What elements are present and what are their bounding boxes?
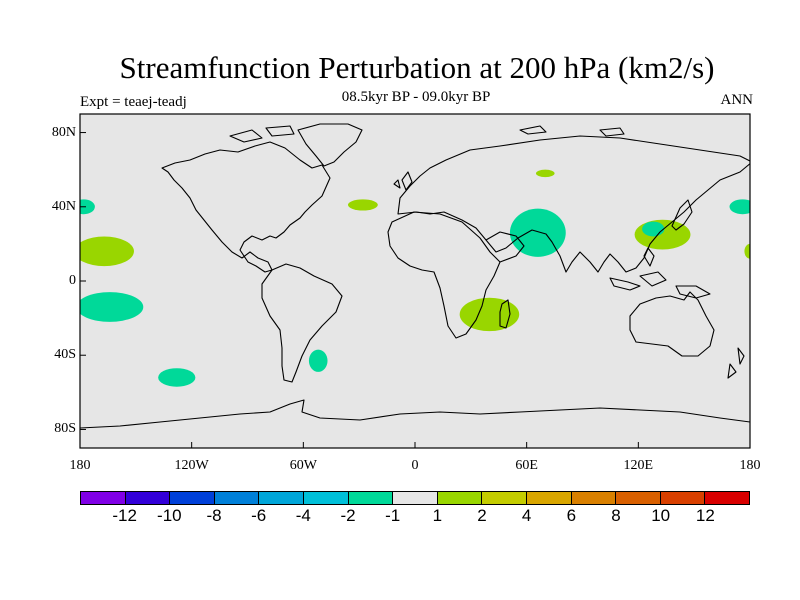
colorbar-label: 8: [611, 506, 621, 525]
colorbar-box: [393, 492, 438, 504]
coastline-north-america: [161, 141, 331, 273]
colorbar-label: 6: [566, 506, 577, 525]
coastlines: [80, 123, 750, 429]
anomaly-region-east-asia-inner: [642, 221, 665, 237]
anomaly-region-npac-edge: [80, 199, 95, 215]
coastline-japan: [671, 199, 693, 231]
coastline-antarctica: [80, 399, 750, 429]
coastline-british-isles: [393, 171, 413, 191]
colorbar-label: 12: [695, 506, 715, 525]
anomaly-layer: [80, 169, 750, 387]
map-background: [80, 114, 750, 448]
anomaly-region-atl-patagonia: [308, 349, 328, 372]
lon-label: 60W: [289, 458, 317, 473]
colorbar-box: [348, 492, 394, 504]
colorbar: [80, 491, 750, 505]
colorbar-label: -10: [157, 506, 182, 525]
colorbar-box: [705, 492, 749, 504]
lon-label: 60E: [515, 458, 538, 473]
coastline-eurasia: [397, 135, 750, 273]
anomaly-region-spac-west: [80, 292, 144, 322]
colorbar-box: [214, 492, 260, 504]
coastline-south-america: [261, 263, 343, 383]
lat-label: 80S: [54, 421, 76, 437]
coastline-africa: [387, 211, 501, 339]
colorbar-label: 2: [477, 506, 487, 525]
colorbar-box: [660, 492, 706, 504]
anomaly-region-east-asia: [634, 219, 691, 250]
lat-label: 80N: [51, 124, 76, 140]
season-label: ANN: [720, 92, 754, 108]
anomaly-region-arabia-india: [509, 208, 566, 257]
anomaly-region-atl-north: [348, 199, 378, 211]
colorbar-label: -6: [251, 506, 267, 525]
colorbar-box: [125, 492, 171, 504]
colorbar-box: [81, 492, 126, 504]
coastline-arabia: [485, 231, 525, 263]
colorbar-box: [571, 492, 617, 504]
colorbar-box: [259, 492, 304, 504]
tick-layer: [79, 132, 751, 448]
plot-title: Streamfunction Perturbation at 200 hPa (…: [119, 50, 715, 85]
coastline-new-zealand: [727, 347, 745, 379]
colorbar-box: [526, 492, 572, 504]
coastline-australia: [629, 291, 715, 357]
lat-label: 0: [69, 273, 76, 288]
plot-subtitle: 08.5kyr BP - 09.0kyr BP: [341, 89, 491, 105]
colorbar-label: 1: [432, 506, 443, 525]
colorbar-label: -2: [340, 506, 356, 525]
lon-label: 0: [411, 458, 419, 473]
colorbar-label: -4: [295, 506, 311, 525]
coastline-greenland: [297, 123, 363, 167]
colorbar-box: [616, 492, 661, 504]
colorbar-label: -8: [206, 506, 222, 525]
coastline-arctic-islands: [229, 125, 625, 143]
coastline-madagascar: [499, 299, 511, 329]
colorbar-label: 10: [651, 506, 671, 525]
anomaly-region-central-asia: [535, 169, 555, 178]
colorbar-box: [170, 492, 215, 504]
anomaly-region-npac-west: [80, 236, 134, 267]
lon-label: 120E: [623, 458, 654, 473]
colorbar-label: -12: [112, 506, 137, 525]
colorbar-box: [303, 492, 349, 504]
colorbar-label: -1: [385, 506, 401, 525]
lon-label: 180: [69, 458, 91, 473]
lon-label: 120W: [174, 458, 209, 473]
coastline-new-guinea: [675, 285, 711, 299]
coastline-maritime-asia: [609, 247, 667, 291]
colorbar-box: [482, 492, 527, 504]
lon-label: 180: [739, 458, 761, 473]
colorbar-label: 4: [521, 506, 532, 525]
colorbar-box: [437, 492, 483, 504]
experiment-label: Expt = teaej-teadj: [80, 94, 187, 110]
lat-label: 40N: [51, 198, 76, 214]
lat-label: 40S: [54, 347, 76, 363]
anomaly-region-spac-south: [158, 368, 196, 387]
anomaly-region-npac-east: [729, 199, 750, 215]
anomaly-region-pac-dateline: [744, 243, 750, 259]
